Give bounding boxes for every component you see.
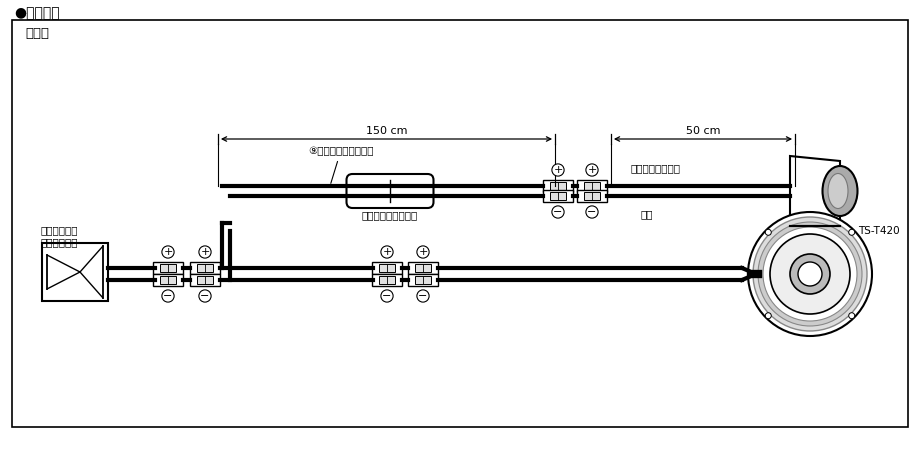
Bar: [372, 274, 402, 286]
Bar: [196, 277, 213, 284]
Text: −: −: [419, 291, 428, 301]
Text: −: −: [587, 207, 597, 217]
Bar: [160, 277, 176, 284]
Text: −: −: [553, 207, 562, 217]
Text: ●接続方法: ●接続方法: [14, 6, 60, 20]
Ellipse shape: [822, 166, 857, 216]
Text: −: −: [200, 291, 209, 301]
Bar: [379, 264, 396, 272]
Bar: [190, 274, 220, 286]
Text: +: +: [419, 247, 428, 257]
Circle shape: [763, 227, 857, 321]
Text: −: −: [163, 291, 172, 301]
Text: +: +: [383, 247, 392, 257]
Circle shape: [765, 229, 772, 235]
Text: カーステレオ
・アンプなど: カーステレオ ・アンプなど: [40, 225, 77, 247]
Bar: [379, 277, 396, 284]
Polygon shape: [790, 156, 840, 226]
Bar: [577, 180, 607, 192]
Circle shape: [849, 229, 855, 235]
Bar: [153, 274, 183, 286]
Bar: [543, 180, 573, 192]
Text: ⑨ネットワークコード: ⑨ネットワークコード: [308, 146, 373, 183]
Bar: [196, 264, 213, 272]
Text: +: +: [587, 165, 597, 175]
Text: ハイパスフィルター: ハイパスフィルター: [361, 210, 418, 220]
Circle shape: [798, 262, 822, 286]
Bar: [577, 190, 607, 202]
Text: 黒線白ストライプ: 黒線白ストライプ: [630, 163, 680, 173]
FancyBboxPatch shape: [347, 174, 433, 208]
Circle shape: [748, 212, 872, 336]
Bar: [584, 193, 600, 200]
Circle shape: [790, 254, 830, 294]
Bar: [42, 243, 108, 301]
Text: +: +: [163, 247, 172, 257]
Text: 接続例: 接続例: [25, 27, 49, 40]
Bar: [543, 190, 573, 202]
Bar: [372, 262, 402, 274]
Bar: [160, 264, 176, 272]
Bar: [153, 262, 183, 274]
Bar: [584, 182, 600, 189]
Bar: [550, 193, 566, 200]
Text: −: −: [383, 291, 392, 301]
Circle shape: [753, 217, 867, 331]
Bar: [408, 274, 438, 286]
Text: 50 cm: 50 cm: [686, 126, 720, 136]
Text: 150 cm: 150 cm: [366, 126, 408, 136]
Ellipse shape: [828, 173, 848, 208]
Bar: [408, 262, 438, 274]
Text: 黒線: 黒線: [640, 209, 653, 219]
Text: +: +: [553, 165, 562, 175]
Circle shape: [770, 234, 850, 314]
Text: +: +: [200, 247, 209, 257]
Bar: [550, 182, 566, 189]
Bar: [190, 262, 220, 274]
Circle shape: [765, 313, 772, 319]
Text: TS-T420: TS-T420: [858, 226, 900, 236]
Circle shape: [849, 313, 855, 319]
Bar: [415, 264, 431, 272]
Bar: [415, 277, 431, 284]
Circle shape: [758, 222, 862, 326]
Bar: [352, 178, 428, 204]
